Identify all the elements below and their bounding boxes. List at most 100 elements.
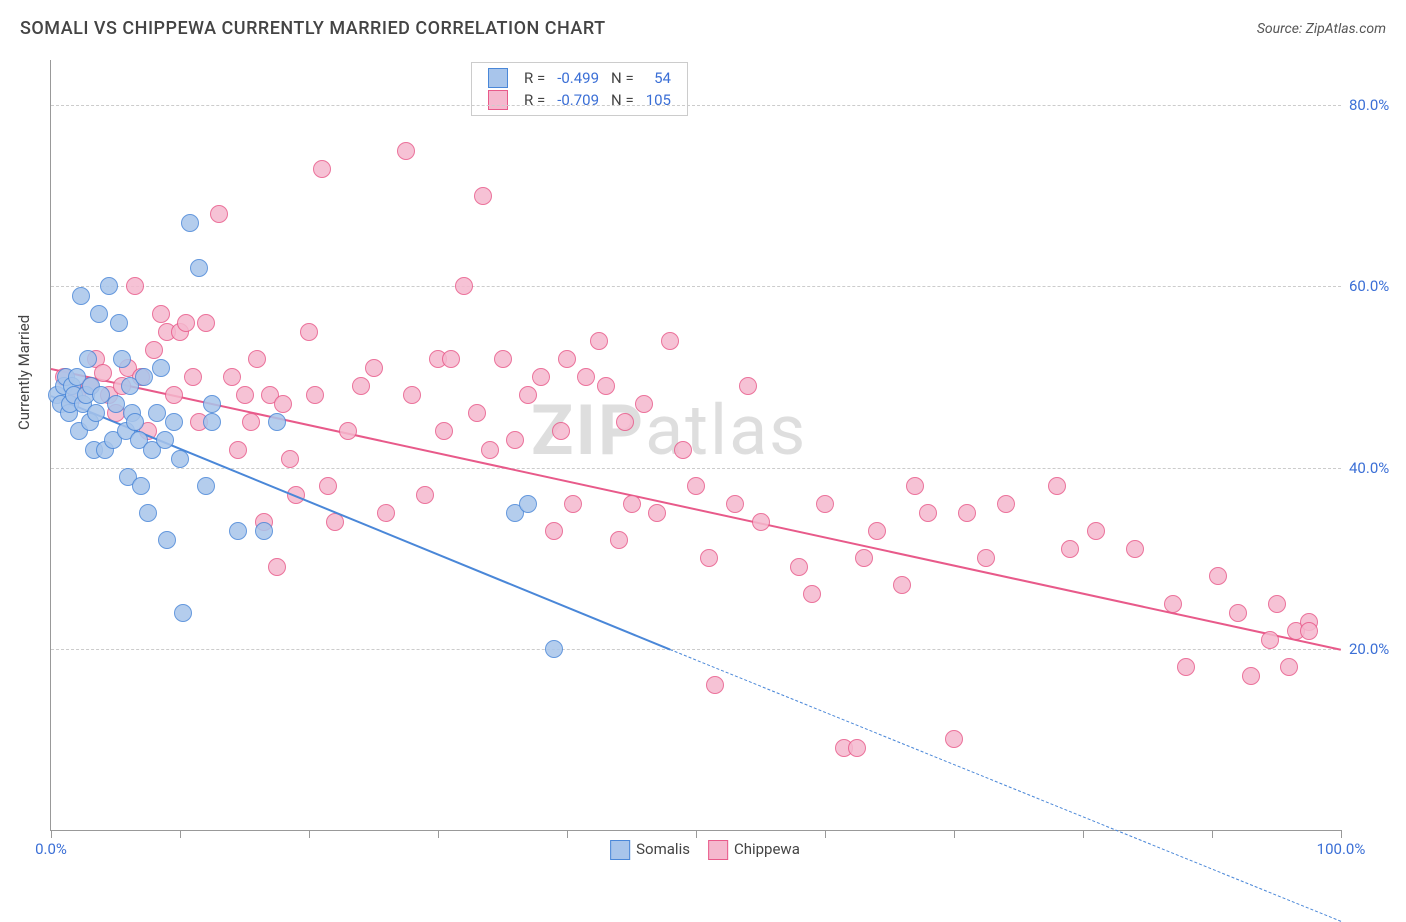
data-point	[468, 404, 486, 422]
data-point	[171, 450, 189, 468]
grid-line	[51, 105, 1341, 106]
data-point	[739, 377, 757, 395]
data-point	[197, 314, 215, 332]
data-point	[177, 314, 195, 332]
legend-swatch	[708, 840, 728, 860]
data-point	[906, 477, 924, 495]
data-point	[242, 413, 260, 431]
data-point	[1061, 540, 1079, 558]
data-point	[377, 504, 395, 522]
x-tick-label: 100.0%	[1317, 840, 1366, 858]
data-point	[674, 441, 692, 459]
data-point	[274, 395, 292, 413]
data-point	[997, 495, 1015, 513]
data-point	[855, 549, 873, 567]
data-point	[597, 377, 615, 395]
data-point	[190, 259, 208, 277]
data-point	[545, 640, 563, 658]
data-point	[203, 413, 221, 431]
data-point	[590, 332, 608, 350]
data-point	[1087, 522, 1105, 540]
data-point	[1261, 631, 1279, 649]
data-point	[1300, 622, 1318, 640]
data-point	[145, 341, 163, 359]
data-point	[1229, 604, 1247, 622]
y-tick-label: 60.0%	[1349, 277, 1399, 295]
data-point	[306, 386, 324, 404]
x-tick	[438, 830, 439, 838]
data-point	[564, 495, 582, 513]
data-point	[339, 422, 357, 440]
data-point	[268, 558, 286, 576]
grid-line	[51, 649, 1341, 650]
data-point	[532, 368, 550, 386]
data-point	[1280, 658, 1298, 676]
data-point	[1048, 477, 1066, 495]
data-point	[519, 495, 537, 513]
data-point	[506, 431, 524, 449]
x-tick	[1341, 830, 1342, 838]
data-point	[635, 395, 653, 413]
plot-area: ZIPatlas R =-0.499N =54R =-0.709N =105 S…	[50, 60, 1341, 831]
correlation-legend: R =-0.499N =54R =-0.709N =105	[471, 62, 688, 116]
source-label: Source: ZipAtlas.com	[1257, 21, 1386, 37]
data-point	[126, 277, 144, 295]
legend-swatch	[488, 90, 508, 110]
data-point	[203, 395, 221, 413]
x-tick	[567, 830, 568, 838]
y-tick-label: 40.0%	[1349, 459, 1399, 477]
data-point	[281, 450, 299, 468]
data-point	[816, 495, 834, 513]
x-tick	[954, 830, 955, 838]
data-point	[248, 350, 266, 368]
data-point	[494, 350, 512, 368]
data-point	[726, 495, 744, 513]
data-point	[352, 377, 370, 395]
data-point	[700, 549, 718, 567]
x-tick	[1083, 830, 1084, 838]
data-point	[1242, 667, 1260, 685]
data-point	[577, 368, 595, 386]
grid-line	[51, 468, 1341, 469]
trend-line	[670, 649, 1341, 922]
data-point	[442, 350, 460, 368]
grid-line	[51, 286, 1341, 287]
data-point	[848, 739, 866, 757]
data-point	[139, 504, 157, 522]
data-point	[958, 504, 976, 522]
data-point	[1164, 595, 1182, 613]
data-point	[197, 477, 215, 495]
data-point	[300, 323, 318, 341]
data-point	[919, 504, 937, 522]
legend-label: Chippewa	[734, 840, 800, 858]
legend-swatch	[488, 68, 508, 88]
legend-row: R =-0.709N =105	[482, 89, 677, 111]
data-point	[558, 350, 576, 368]
data-point	[416, 486, 434, 504]
data-point	[1177, 658, 1195, 676]
data-point	[945, 730, 963, 748]
data-point	[403, 386, 421, 404]
data-point	[1268, 595, 1286, 613]
data-point	[319, 477, 337, 495]
data-point	[977, 549, 995, 567]
series-legend: Somalis Chippewa	[592, 840, 800, 860]
data-point	[132, 477, 150, 495]
data-point	[110, 314, 128, 332]
data-point	[868, 522, 886, 540]
data-point	[648, 504, 666, 522]
data-point	[519, 386, 537, 404]
x-tick-label: 0.0%	[35, 840, 67, 858]
data-point	[152, 305, 170, 323]
legend-label: Somalis	[636, 840, 690, 858]
data-point	[616, 413, 634, 431]
x-tick	[825, 830, 826, 838]
data-point	[174, 604, 192, 622]
data-point	[126, 413, 144, 431]
data-point	[72, 287, 90, 305]
data-point	[210, 205, 228, 223]
data-point	[152, 359, 170, 377]
chart-title: SOMALI VS CHIPPEWA CURRENTLY MARRIED COR…	[20, 18, 606, 39]
data-point	[255, 522, 273, 540]
trend-line	[51, 368, 1341, 651]
